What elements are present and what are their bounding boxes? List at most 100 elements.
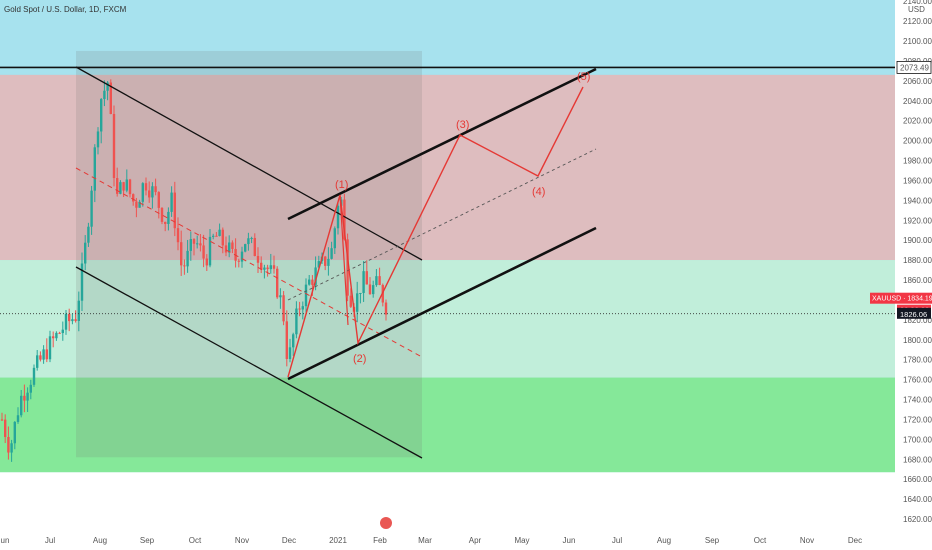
y-tick-label: 1640.00 (903, 495, 932, 504)
y-tick-label: 2020.00 (903, 117, 932, 126)
candle-body (100, 99, 103, 132)
candle-body (173, 192, 176, 229)
candle-body (224, 245, 228, 253)
candle-body (301, 306, 304, 310)
candle-body (144, 183, 148, 191)
candle-body (7, 436, 10, 453)
candle-body (244, 244, 247, 252)
channel-mid-line (75, 167, 423, 358)
candle-body (256, 255, 260, 263)
candle-body (336, 205, 340, 229)
time-axis-background (0, 532, 932, 550)
candle-body (58, 332, 61, 334)
y-tick-label: 2040.00 (903, 97, 932, 106)
candle-body (13, 421, 16, 444)
candle-body (138, 201, 141, 208)
y-tick-label: 2060.00 (903, 77, 932, 86)
candle-body (266, 267, 269, 270)
candle-body (176, 228, 180, 243)
x-tick-label: Nov (235, 536, 249, 545)
chart-title: Gold Spot / U.S. Dollar, 1D, FXCM (4, 5, 127, 14)
x-tick-label: Oct (754, 536, 767, 545)
wave-1-drop (339, 194, 349, 326)
candle-body (36, 355, 39, 368)
candle-body (164, 221, 167, 224)
symbol-price-text: XAUUSD · 1834.19 (872, 296, 932, 303)
currency-label: USD (908, 5, 925, 14)
candle-body (119, 182, 122, 194)
candle-body (218, 229, 221, 236)
candle-body (29, 384, 32, 393)
y-tick-label: 1940.00 (903, 196, 932, 205)
candle-body (122, 182, 125, 191)
candle-body (359, 292, 362, 294)
level-1826-badge (897, 307, 931, 319)
candle-body (16, 415, 20, 422)
y-tick-label: 1800.00 (903, 336, 932, 345)
channel-top-line (75, 66, 423, 261)
candle-body (45, 349, 48, 360)
candle-body (132, 194, 135, 202)
candle-body (314, 267, 317, 285)
candle-body (93, 147, 96, 191)
candle-body (55, 332, 58, 339)
wave-label-4: (4) (532, 186, 545, 198)
candle-body (189, 239, 192, 251)
candle-body (343, 199, 346, 240)
candle-body (208, 236, 212, 266)
candle-body (276, 268, 279, 298)
candle-body (327, 258, 330, 266)
y-tick-label: 1780.00 (903, 356, 932, 365)
candle-body (71, 319, 74, 322)
y-tick-label: 1860.00 (903, 276, 932, 285)
candle-body (96, 131, 100, 148)
candle-body (87, 226, 90, 243)
candle-body (228, 242, 231, 253)
candle-body (183, 265, 186, 267)
level-badge-text: 2073.49 (900, 63, 929, 72)
candle-body (192, 239, 196, 244)
candle-body (375, 276, 378, 286)
candle-body (349, 295, 352, 307)
candle-body (148, 190, 151, 198)
candle-body (84, 242, 87, 264)
candle-body (103, 90, 106, 100)
candle-body (135, 201, 138, 208)
y-tick-label: 2120.00 (903, 17, 932, 26)
y-tick-label: 1920.00 (903, 216, 932, 225)
demand-zone (0, 377, 895, 473)
candle-body (109, 82, 112, 114)
level-1826-text: 1826.06 (900, 310, 927, 319)
x-tick-label: Jun (0, 536, 9, 545)
candle-body (365, 271, 368, 285)
x-tick-label: Dec (848, 536, 862, 545)
candle-body (170, 192, 173, 212)
candle-body (333, 228, 336, 249)
candle-body (151, 186, 154, 198)
candle-body (221, 229, 224, 246)
candle-body (52, 336, 55, 339)
elliott-wave-path (287, 86, 584, 378)
candle-body (260, 262, 263, 270)
candle-body (362, 271, 365, 293)
candle-body (279, 295, 282, 298)
x-tick-label: May (514, 536, 529, 545)
x-tick-label: Jul (612, 536, 622, 545)
candle-body (317, 261, 320, 268)
x-tick-label: Aug (93, 536, 107, 545)
candle-body (285, 321, 288, 359)
candle-body (160, 207, 164, 222)
candle-body (20, 395, 23, 416)
price-axis: 2140.002120.002100.002080.002060.002040.… (870, 0, 932, 524)
x-tick-label: Sep (705, 536, 720, 545)
y-tick-label: 1720.00 (903, 415, 932, 424)
y-tick-label: 2100.00 (903, 37, 932, 46)
y-tick-label: 1760.00 (903, 376, 932, 385)
candle-body (308, 279, 311, 285)
candle-body (372, 285, 375, 295)
candle-body (202, 245, 205, 259)
candle-body (125, 179, 128, 191)
candle-body (240, 251, 244, 262)
candle-body (295, 308, 298, 335)
